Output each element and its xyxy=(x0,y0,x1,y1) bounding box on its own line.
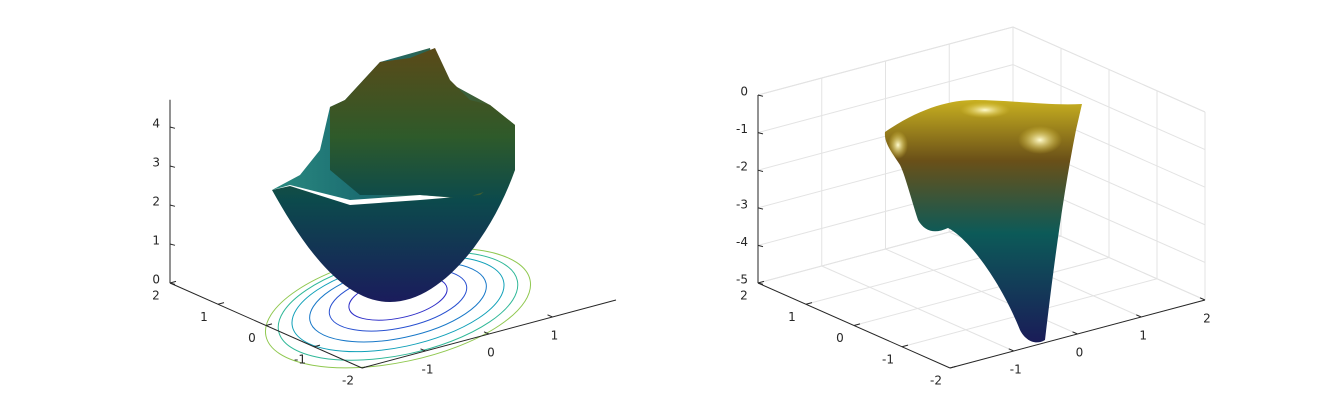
z-tick xyxy=(169,282,176,285)
z-tick-label: 1 xyxy=(152,234,160,248)
z-tick-label: 0 xyxy=(152,273,160,287)
y-tick xyxy=(805,302,813,305)
z-tick xyxy=(757,207,764,210)
x-tick xyxy=(547,314,553,318)
y-tick-label: -2 xyxy=(342,374,354,388)
z-tick-label: -3 xyxy=(736,197,748,211)
x-tick xyxy=(1072,331,1078,335)
box-edge xyxy=(1012,26,1206,113)
x-tick xyxy=(1199,297,1206,301)
z-tick-label: 3 xyxy=(152,156,160,170)
z-tick-label: -4 xyxy=(736,235,748,249)
y-tick-label: -2 xyxy=(930,374,942,388)
y-tick xyxy=(901,344,909,348)
y-tick xyxy=(313,344,321,348)
x-tick-label: -1 xyxy=(1010,363,1022,377)
x-tick xyxy=(483,331,490,335)
y-tick-label: 1 xyxy=(200,310,208,324)
z-tick xyxy=(757,169,764,172)
y-tick-label: -1 xyxy=(882,352,894,366)
z-tick-label: -1 xyxy=(736,122,748,136)
z-tick xyxy=(757,132,764,135)
y-tick-label: 2 xyxy=(152,289,160,303)
x-tick xyxy=(420,348,426,352)
z-tick xyxy=(757,244,764,248)
y-tick xyxy=(169,280,177,284)
y-tick-label: 1 xyxy=(788,310,796,324)
y-tick-label: 0 xyxy=(836,331,844,345)
y-tick-label: 0 xyxy=(248,331,256,345)
x-tick-label: 2 xyxy=(1203,312,1211,326)
x-tick-label: 1 xyxy=(551,329,559,343)
grid-line xyxy=(1012,64,1206,151)
x-tick-label: 0 xyxy=(487,346,495,360)
z-tick xyxy=(169,243,176,246)
x-tick xyxy=(1136,314,1142,318)
z-tick xyxy=(169,126,176,129)
x-tick-label: 1 xyxy=(1139,329,1147,343)
y-tick-label: 2 xyxy=(740,289,748,303)
z-tick-label: -2 xyxy=(736,160,748,174)
x-tick-label: 0 xyxy=(1076,346,1084,360)
y-tick xyxy=(265,323,273,326)
z-tick xyxy=(757,94,764,97)
surfaces xyxy=(264,48,1082,369)
z-tick xyxy=(169,165,176,168)
y-tick xyxy=(853,323,861,326)
z-tick-label: -5 xyxy=(736,273,748,287)
y-tick xyxy=(217,302,225,305)
box-edge xyxy=(757,26,1014,96)
grid-line xyxy=(757,64,1014,134)
z-tick-label: 4 xyxy=(152,117,160,131)
z-tick-label: 0 xyxy=(740,85,748,99)
x-tick xyxy=(1008,348,1014,352)
y-tick-label: -1 xyxy=(294,352,306,366)
z-tick-label: 2 xyxy=(152,195,160,209)
y-tick xyxy=(757,280,765,284)
grid-line xyxy=(853,257,1110,326)
y-tick xyxy=(361,365,369,369)
z-tick xyxy=(169,204,176,207)
z-tick xyxy=(757,282,764,285)
y-tick xyxy=(949,365,957,369)
x-tick-label: -1 xyxy=(422,363,434,377)
